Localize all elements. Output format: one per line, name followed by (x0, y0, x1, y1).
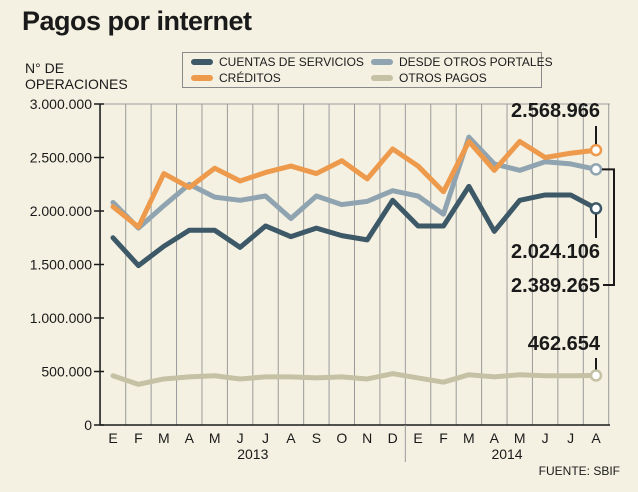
x-tick-label: F (134, 430, 143, 446)
series-end-point (589, 143, 603, 157)
x-tick-label: F (439, 430, 448, 446)
x-tick-label: E (413, 430, 422, 446)
series-end-point (589, 202, 603, 215)
y-tick-label: 1.000.000 (30, 310, 92, 326)
x-tick-label: J (542, 430, 549, 446)
legend-label-otros: OTROS PAGOS (399, 71, 487, 85)
x-tick-label: O (336, 430, 347, 446)
legend-label-creditos: CRÉDITOS (219, 71, 281, 85)
x-tick-label: A (591, 430, 601, 446)
x-tick-label: M (158, 430, 170, 446)
legend-item-cuentas: CUENTAS DE SERVICIOS (191, 55, 364, 69)
x-tick-label: A (286, 430, 296, 446)
series-end-point (589, 163, 603, 176)
x-tick-label: J (567, 430, 574, 446)
series-end-point (589, 369, 603, 382)
y-tick-label: 2.500.000 (30, 150, 92, 166)
legend-item-creditos: CRÉDITOS (191, 71, 281, 85)
series-line (110, 138, 599, 230)
legend-swatch-otros (371, 75, 393, 81)
legend-item-portales: DESDE OTROS PORTALES (371, 55, 553, 69)
series-line (110, 371, 599, 387)
legend-swatch-creditos (191, 75, 213, 81)
x-tick-label: A (185, 430, 195, 446)
data-label: 2.024.106 (511, 241, 600, 263)
chart-title: Pagos por internet (22, 6, 252, 36)
y-tick-label: 2.000.000 (30, 203, 92, 219)
x-tick-label: A (490, 430, 500, 446)
x-tick-label: N (362, 430, 372, 446)
x-tick-label: S (312, 430, 321, 446)
y-tick-label: 3.000.000 (30, 96, 92, 112)
y-axis-label: N° DE OPERACIONES (25, 60, 128, 92)
legend-swatch-cuentas (191, 59, 213, 65)
y-tick-label: 1.500.000 (30, 257, 92, 273)
data-label: 2.568.966 (511, 100, 600, 122)
y-tick-label: 500.000 (41, 364, 92, 380)
legend-label-cuentas: CUENTAS DE SERVICIOS (219, 55, 364, 69)
legend-label-portales: DESDE OTROS PORTALES (399, 55, 553, 69)
data-label: 462.654 (528, 333, 601, 355)
x-tick-label: J (262, 430, 269, 446)
legend-swatch-portales (371, 59, 393, 65)
series-line (110, 183, 599, 269)
year-label: 2014 (491, 446, 522, 462)
data-label: 2.389.265 (511, 275, 600, 297)
x-tick-label: M (514, 430, 526, 446)
year-label: 2013 (237, 446, 268, 462)
y-tick-label: 0 (84, 417, 92, 433)
x-tick-label: D (388, 430, 398, 446)
x-tick-label: M (209, 430, 221, 446)
x-tick-label: J (237, 430, 244, 446)
x-tick-label: M (463, 430, 475, 446)
legend: CUENTAS DE SERVICIOS DESDE OTROS PORTALE… (182, 52, 553, 88)
source-note: FUENTE: SBIF (538, 464, 620, 478)
leader-line (602, 168, 615, 286)
legend-item-otros: OTROS PAGOS (371, 71, 487, 85)
x-tick-label: E (108, 430, 117, 446)
